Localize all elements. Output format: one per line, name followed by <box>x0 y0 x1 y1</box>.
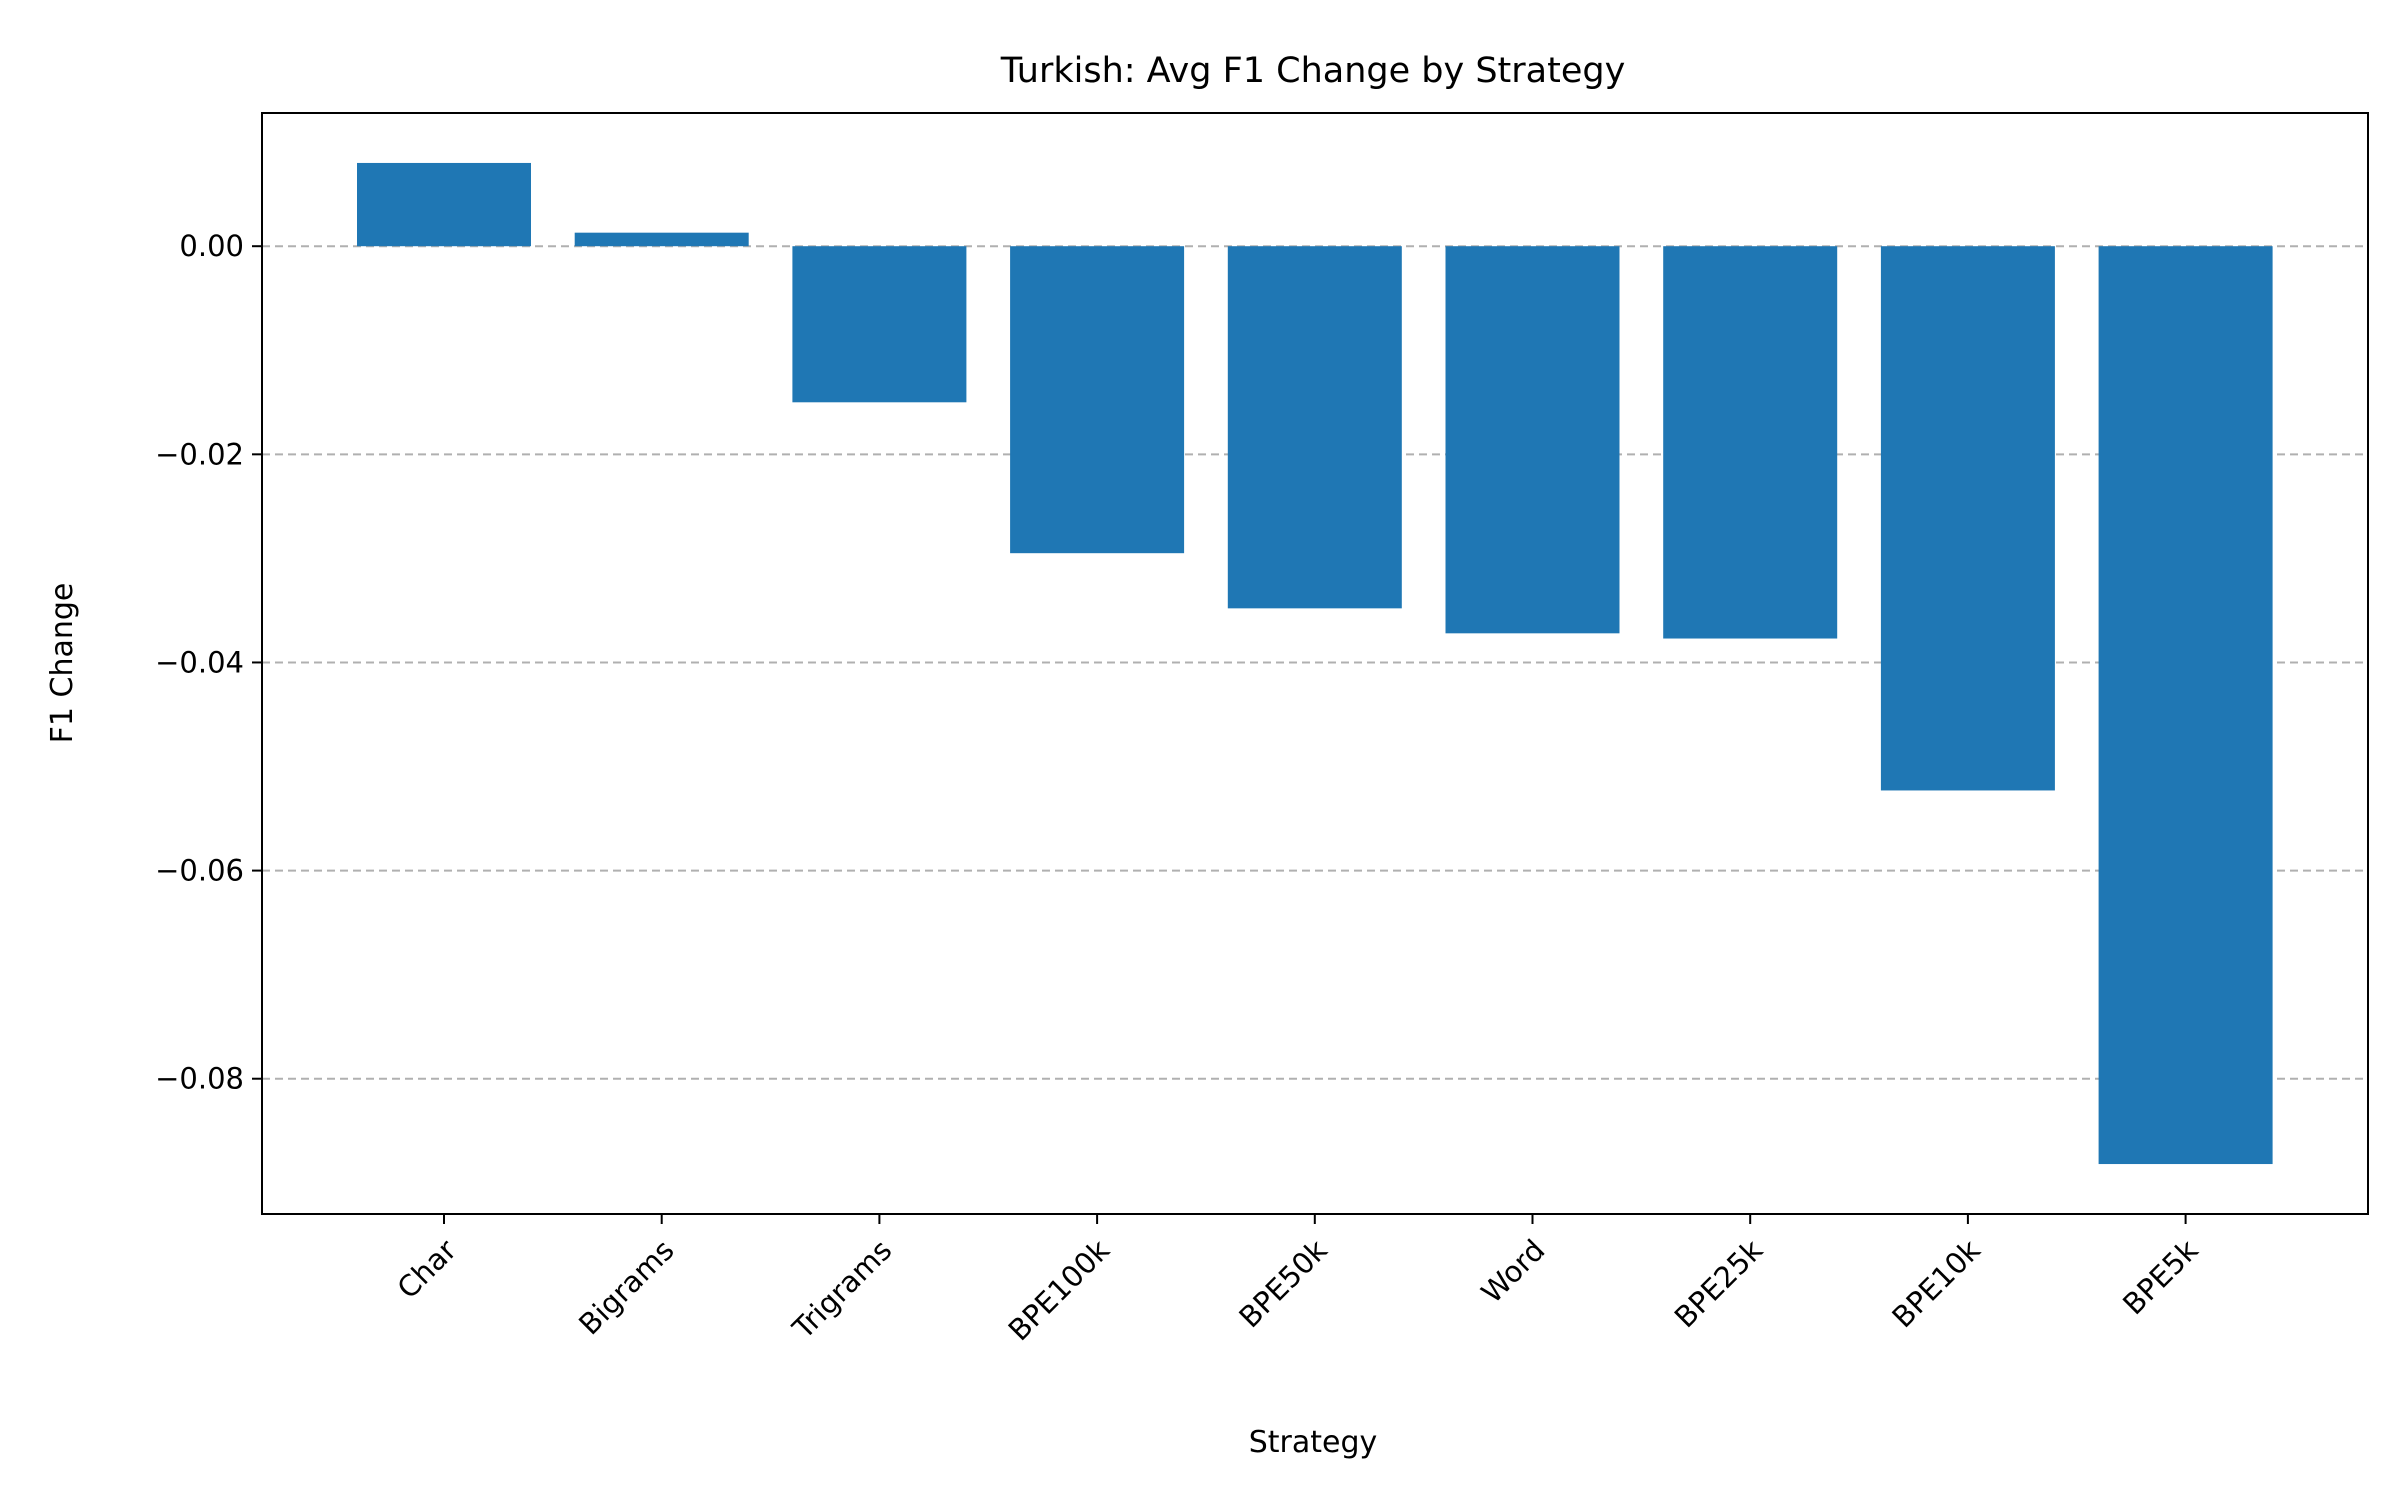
y-tick-label: −0.04 <box>155 645 244 679</box>
chart-title: Turkish: Avg F1 Change by Strategy <box>1000 51 1626 91</box>
y-tick-label: −0.06 <box>155 854 244 888</box>
x-tick-label: BPE10k <box>1885 1233 1987 1335</box>
x-tick-label: Char <box>391 1233 463 1305</box>
y-tick-label: −0.08 <box>155 1062 244 1096</box>
bars <box>357 162 2273 1165</box>
y-tick-label: 0.00 <box>179 229 244 263</box>
bar-bpe10k <box>1880 246 2055 791</box>
x-axis-ticks: Char Bigrams Trigrams BPE100k BPE50k Word BPE2… <box>391 1214 2205 1347</box>
bar-bigrams <box>574 232 749 247</box>
bar-trigrams <box>792 246 967 403</box>
y-axis-ticks: 0.00 −0.02 −0.04 −0.06 −0.08 <box>155 229 262 1096</box>
bar-bpe100k <box>1010 246 1185 554</box>
x-tick-label: Trigrams <box>785 1233 898 1346</box>
x-tick-label: Word <box>1475 1233 1552 1310</box>
bar-bpe25k <box>1663 246 1838 639</box>
bar-char <box>357 162 531 247</box>
bar-word <box>1445 246 1620 634</box>
x-tick-label: BPE5k <box>2116 1233 2204 1321</box>
y-axis-label: F1 Change <box>45 583 80 744</box>
x-tick-label: Bigrams <box>572 1233 680 1341</box>
bar-bpe50k <box>1227 246 1402 609</box>
x-tick-label: BPE25k <box>1668 1233 1770 1335</box>
bar-bpe5k <box>2098 246 2273 1165</box>
x-tick-label: BPE50k <box>1232 1233 1334 1335</box>
x-axis-label: Strategy <box>1249 1425 1378 1460</box>
y-tick-label: −0.02 <box>155 437 244 471</box>
x-tick-label: BPE100k <box>1002 1233 1117 1348</box>
